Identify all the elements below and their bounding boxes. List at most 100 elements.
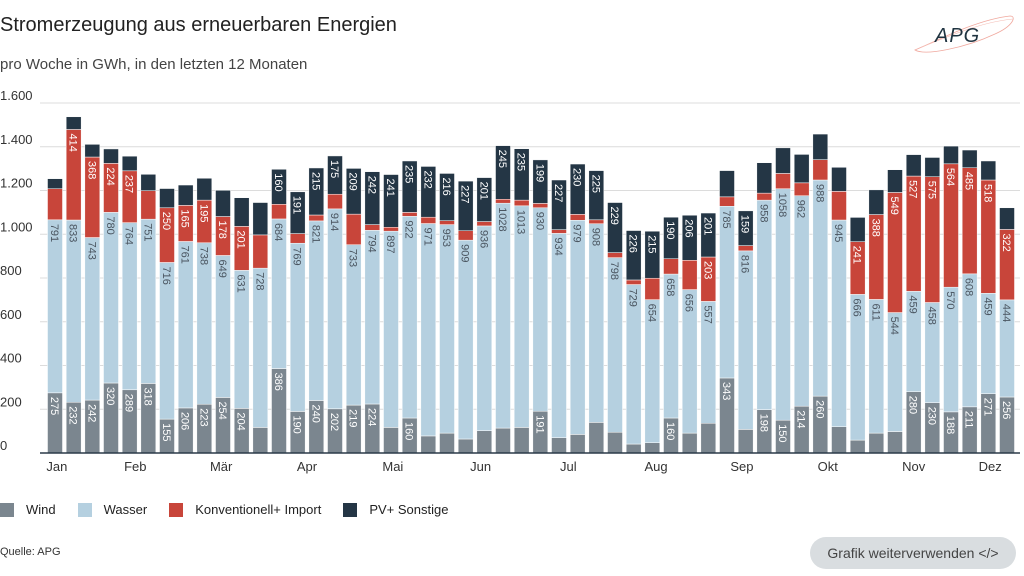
bar-segment-konventionell <box>812 159 829 181</box>
bar-segment-pv <box>47 178 63 189</box>
x-tick-label: Mai <box>382 459 403 474</box>
data-label-wind: 318 <box>141 387 153 405</box>
x-tick-label: Apr <box>297 459 318 474</box>
data-label-wind: 280 <box>907 396 919 414</box>
chart-title: Stromerzeugung aus erneuerbaren Energien <box>0 14 397 36</box>
bar-segment-pv <box>289 191 306 234</box>
legend-swatch-konventionell <box>169 502 184 517</box>
data-label-konventionell: 178 <box>216 221 228 239</box>
legend-swatch-wasser <box>77 502 92 517</box>
data-label-wasser: 914 <box>328 213 340 231</box>
legend-swatch-wind <box>0 502 14 517</box>
bar-segment-pv <box>308 167 325 216</box>
bar-segment-wasser <box>551 233 567 438</box>
data-label-pv: 216 <box>440 177 452 195</box>
bar-segment-konventionell <box>271 204 287 220</box>
bar-segment-wasser <box>327 208 343 410</box>
bar-segment-pv <box>607 202 623 253</box>
bar-segment-pv <box>924 157 941 177</box>
legend-item-wind[interactable]: Wind <box>0 502 56 517</box>
chart-subtitle: pro Woche in GWh, in den letzten 12 Mona… <box>0 56 308 73</box>
data-label-konventionell: 241 <box>851 246 863 264</box>
data-label-pv: 227 <box>552 184 564 202</box>
bar-segment-wasser <box>775 188 791 421</box>
data-label-wind: 320 <box>104 387 116 405</box>
legend-item-konventionell[interactable]: Konventionell+ Import <box>169 502 321 517</box>
legend-item-pv[interactable]: PV+ Sonstige <box>343 502 448 517</box>
data-label-wind: 254 <box>216 401 228 419</box>
bar-segment-konventionell <box>663 258 679 275</box>
bar-segment-pv <box>588 170 605 221</box>
bar-segment-pv <box>849 217 866 242</box>
data-label-wind: 289 <box>123 394 135 412</box>
legend-item-wasser[interactable]: Wasser <box>77 502 148 517</box>
data-label-wind: 150 <box>776 424 788 442</box>
bar-segment-pv <box>793 154 810 184</box>
x-tick-label: Nov <box>902 459 926 474</box>
data-label-wasser: 611 <box>869 303 881 321</box>
bar-segment-pv <box>252 202 269 236</box>
data-label-pv: 242 <box>365 176 377 194</box>
data-label-wind: 271 <box>981 398 993 416</box>
data-label-wasser: 738 <box>197 247 209 265</box>
source-note: Quelle: APG <box>0 546 61 558</box>
bar-segment-konventionell <box>308 214 325 222</box>
data-label-wasser: 908 <box>589 228 601 246</box>
data-label-konventionell: 575 <box>925 181 937 199</box>
bar-segment-konventionell <box>719 196 735 207</box>
data-label-wasser: 666 <box>851 298 863 316</box>
data-label-wasser: 459 <box>981 297 993 315</box>
bar-segment-konventionell <box>364 224 381 231</box>
data-label-wind: 230 <box>925 407 937 425</box>
y-tick-label: 0 <box>0 438 7 453</box>
bar-segment-wasser <box>607 257 623 433</box>
data-label-wasser: 1013 <box>515 210 527 234</box>
data-label-konventionell: 527 <box>907 180 919 198</box>
bar-segment-pv <box>364 171 381 225</box>
data-label-wasser: 743 <box>85 242 97 260</box>
x-tick-label: Okt <box>818 459 839 474</box>
bar-segment-pv <box>812 133 829 160</box>
bar-segment-wind <box>551 437 567 454</box>
bar-segment-wasser <box>495 202 511 429</box>
data-label-wasser: 649 <box>216 259 228 277</box>
bar-segment-wasser <box>383 230 399 428</box>
bar-segment-wasser <box>177 241 194 409</box>
bar-segment-pv <box>271 169 287 205</box>
data-label-pv: 241 <box>384 179 396 197</box>
y-tick-label: 200 <box>0 394 22 409</box>
y-tick-label: 1.600 <box>0 90 33 103</box>
data-label-wasser: 459 <box>907 295 919 313</box>
apg-logo: APG <box>914 15 1014 53</box>
y-tick-label: 1.400 <box>0 132 33 147</box>
bar-segment-wind <box>681 432 698 454</box>
bar-segment-konventionell <box>644 277 661 300</box>
data-label-wasser: 988 <box>813 184 825 202</box>
data-label-wasser: 751 <box>141 223 153 241</box>
bar-segment-wind <box>569 434 586 454</box>
data-label-konventionell: 165 <box>179 209 191 227</box>
data-label-konventionell: 237 <box>123 175 135 193</box>
data-label-wasser: 979 <box>571 224 583 242</box>
legend-label-wasser: Wasser <box>103 502 148 517</box>
bar-segment-wind <box>625 443 642 454</box>
bar-segment-pv <box>121 155 138 172</box>
bar-segment-konventionell <box>140 190 157 220</box>
data-label-wasser: 1058 <box>776 193 788 217</box>
bar-segment-pv <box>831 167 847 192</box>
data-label-wind: 275 <box>48 397 60 415</box>
bar-segment-konventionell <box>756 192 773 201</box>
data-label-pv: 209 <box>347 172 359 190</box>
data-label-pv: 227 <box>459 185 471 203</box>
bar-segment-wind <box>476 430 493 454</box>
data-label-pv: 225 <box>589 175 601 193</box>
reuse-graphic-button[interactable]: Grafik weiterverwenden </> <box>810 537 1016 569</box>
bar-segment-pv <box>215 190 231 217</box>
bar-segment-konventionell <box>625 279 642 285</box>
data-label-wasser: 780 <box>104 216 116 234</box>
bar-segment-wasser <box>196 242 213 405</box>
bar-segment-pv <box>65 116 82 130</box>
data-label-wasser: 785 <box>720 210 732 228</box>
bar-segment-pv <box>700 212 717 258</box>
bar-segment-wind <box>607 431 623 454</box>
